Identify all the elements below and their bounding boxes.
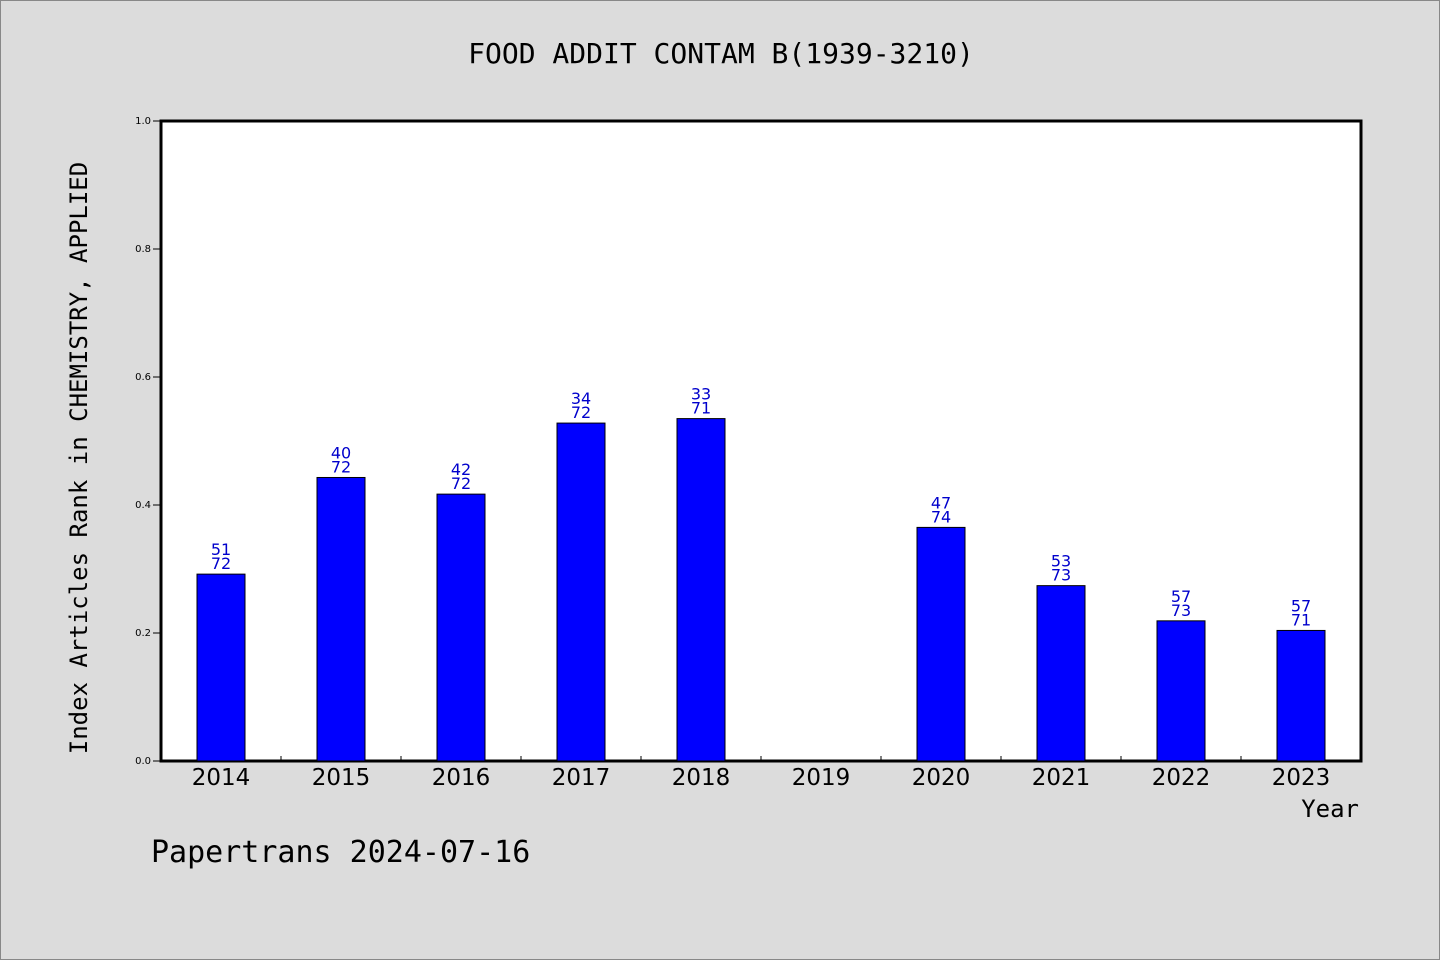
x-tick-label: 2015	[312, 765, 371, 791]
y-tick-label: 1.0	[135, 116, 151, 127]
x-tick-label: 2019	[792, 765, 851, 791]
bar-rank-label: 34	[571, 389, 591, 408]
x-axis-label: Year	[1301, 795, 1359, 823]
x-tick-label: 2016	[432, 765, 491, 791]
bar-total-label: 72	[451, 474, 471, 493]
y-tick-label: 0.8	[135, 244, 151, 255]
chart-title: FOOD ADDIT CONTAM B(1939-3210)	[468, 37, 974, 70]
x-tick-label: 2022	[1152, 765, 1211, 791]
y-tick-label: 0.2	[135, 628, 151, 639]
y-tick-label: 0.6	[135, 372, 151, 383]
bar-rank-label: 40	[331, 443, 351, 462]
bar-total-label: 74	[931, 507, 951, 526]
bar-rank-label: 57	[1171, 587, 1191, 606]
bar	[1276, 629, 1326, 762]
x-tick-label: 2020	[912, 765, 971, 791]
bar	[316, 476, 366, 762]
bar	[436, 493, 486, 762]
y-tick-label: 0.0	[135, 756, 151, 767]
x-tick-label: 2023	[1272, 765, 1331, 791]
bar-rank-label: 42	[451, 460, 471, 479]
bar-rank-label: 57	[1291, 596, 1311, 615]
bar-total-label: 72	[571, 403, 591, 422]
bar	[1156, 620, 1206, 762]
bar-rank-label: 53	[1051, 552, 1071, 571]
bar	[676, 418, 726, 762]
bar-rank-label: 47	[931, 493, 951, 512]
bar-rank-label: 51	[211, 540, 231, 559]
bar	[1036, 585, 1086, 762]
bar-total-label: 73	[1171, 601, 1191, 620]
bar	[196, 573, 246, 762]
bar-total-label: 72	[331, 457, 351, 476]
bar-total-label: 71	[691, 399, 711, 418]
bar	[556, 422, 606, 762]
x-tick-label: 2017	[552, 765, 611, 791]
x-tick-label: 2018	[672, 765, 731, 791]
x-tick-label: 2021	[1032, 765, 1091, 791]
bar	[916, 526, 966, 762]
x-tick-label: 2014	[192, 765, 251, 791]
y-tick-label: 0.4	[135, 500, 151, 511]
bar-total-label: 71	[1291, 610, 1311, 629]
bar-rank-label: 33	[691, 385, 711, 404]
bar-total-label: 73	[1051, 566, 1071, 585]
bar-total-label: 72	[211, 554, 231, 573]
footer-stamp: Papertrans 2024-07-16	[151, 835, 531, 870]
